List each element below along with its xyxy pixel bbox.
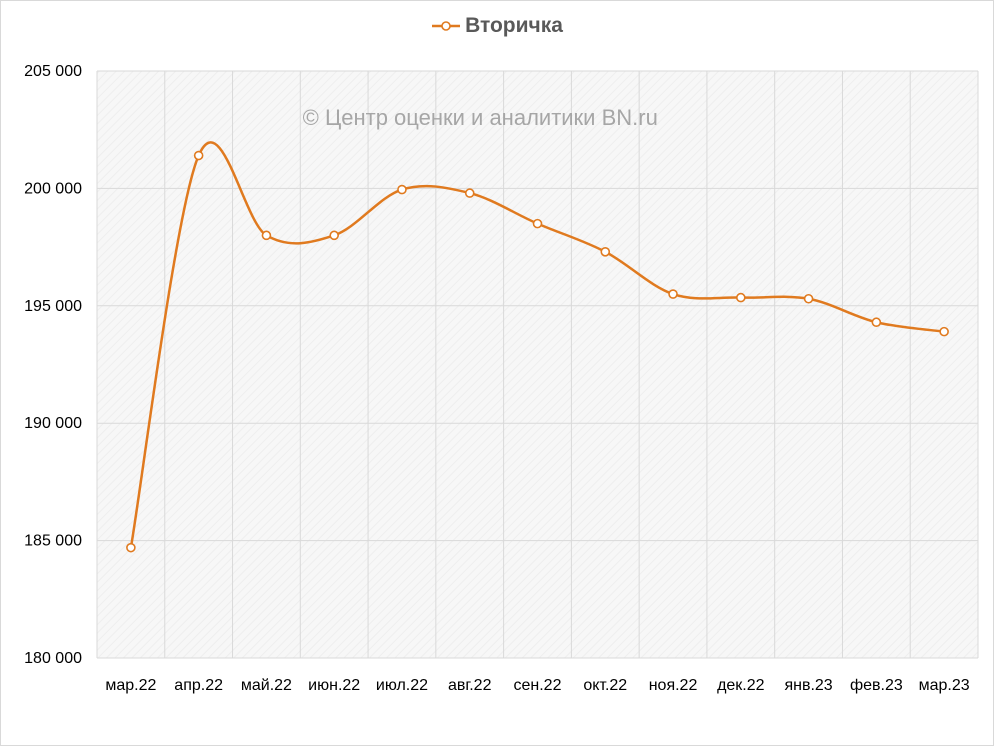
data-point-marker <box>261 230 272 241</box>
x-tick-label: янв.23 <box>784 677 832 694</box>
watermark: © Центр оценки и аналитики BN.ru <box>303 105 658 130</box>
y-tick-label: 205 000 <box>24 63 82 80</box>
data-point-marker <box>126 542 136 553</box>
data-point-marker <box>668 289 678 299</box>
x-tick-label: мар.23 <box>919 677 970 694</box>
y-tick-label: 190 000 <box>24 415 82 432</box>
data-point-marker <box>329 230 339 241</box>
data-point-marker <box>193 150 204 161</box>
x-tick-label: июл.22 <box>376 677 428 694</box>
x-tick-label: фев.23 <box>850 677 903 694</box>
data-point-marker <box>464 188 475 198</box>
legend-marker-icon <box>432 21 461 31</box>
data-point-marker <box>736 292 746 303</box>
x-tick-label: окт.22 <box>583 677 627 694</box>
y-tick-label: 195 000 <box>24 298 82 315</box>
series-line-vtorichka <box>129 141 945 548</box>
x-tick-label: авг.22 <box>448 677 492 694</box>
data-point-marker <box>871 317 882 328</box>
x-axis: мар.22 апр.22 май.22 июн.22 июл.22 авг.22 сен.… <box>105 677 969 694</box>
data-point-marker <box>397 184 407 195</box>
data-point-marker <box>803 293 814 304</box>
y-tick-label: 185 000 <box>24 533 82 550</box>
y-tick-label: 200 000 <box>24 180 82 197</box>
y-axis: 180 000 185 000 190 000 195 000 200 000 205 0… <box>24 63 82 667</box>
data-point-marker <box>939 326 949 337</box>
x-tick-label: апр.22 <box>174 677 223 694</box>
x-tick-label: мар.22 <box>105 677 156 694</box>
x-tick-label: май.22 <box>241 677 292 694</box>
legend: Вторичка <box>0 14 994 38</box>
legend-label-vtorichka: Вторичка <box>465 14 563 37</box>
data-point-marker <box>532 218 543 229</box>
series-layer <box>126 141 949 553</box>
data-point-marker <box>600 246 611 257</box>
x-tick-label: дек.22 <box>717 677 765 694</box>
x-tick-label: сен.22 <box>514 677 562 694</box>
y-tick-label: 180 000 <box>24 650 82 667</box>
x-tick-label: июн.22 <box>308 677 360 694</box>
x-tick-label: ноя.22 <box>649 677 698 694</box>
plot-area <box>97 71 978 658</box>
